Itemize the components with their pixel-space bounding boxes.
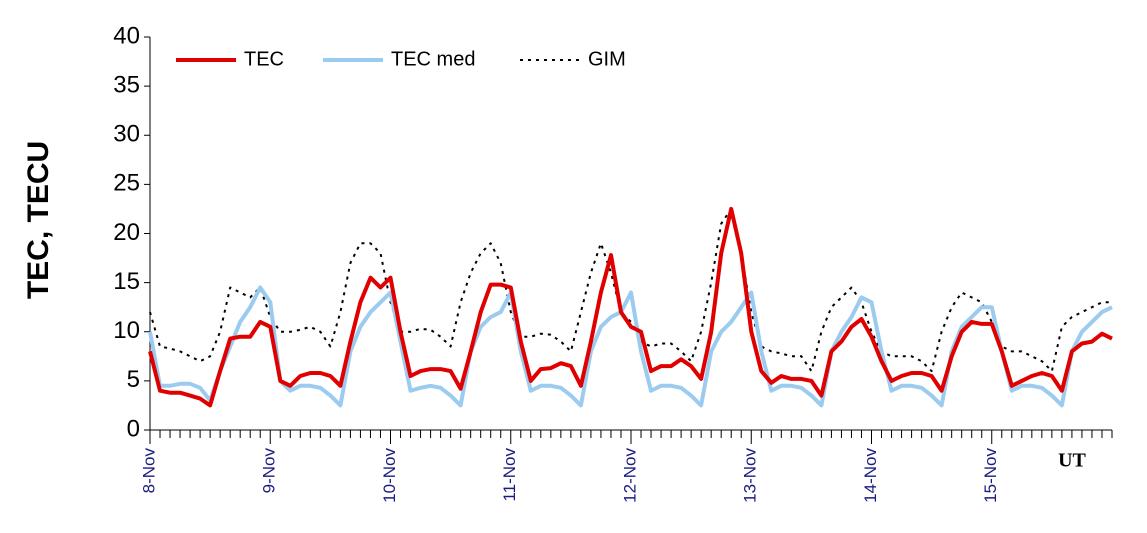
y-tick-label: 35 [113, 71, 140, 98]
series-line [149, 207, 1112, 373]
x-tick-label: 11-Nov [500, 448, 519, 502]
series-line [148, 285, 1113, 408]
legend-label: GIM [588, 48, 626, 70]
x-tick-label: 10-Nov [380, 448, 399, 503]
y-tick-label: 25 [113, 170, 140, 197]
x-tick-label: 9-Nov [260, 448, 279, 494]
x-tick-label: 15-Nov [981, 448, 1000, 503]
series-line [148, 206, 1113, 408]
y-tick-label: 40 [113, 22, 140, 49]
x-tick-label: 14-Nov [861, 448, 880, 503]
y-axis-label: TEC, TECU [22, 141, 55, 299]
legend-label: TEC med [391, 48, 475, 70]
y-tick-label: 0 [127, 415, 140, 442]
legend-label: TEC [244, 48, 284, 70]
x-tick-label: 12-Nov [620, 448, 639, 503]
x-axis-label: UT [1058, 450, 1086, 472]
y-tick-label: 30 [113, 121, 140, 148]
y-tick-label: 5 [127, 366, 140, 393]
x-tick-label: 8-Nov [139, 448, 158, 494]
y-tick-label: 10 [113, 317, 140, 344]
x-tick-label: 13-Nov [741, 448, 760, 503]
y-tick-label: 15 [113, 268, 140, 295]
y-tick-label: 20 [113, 219, 140, 246]
